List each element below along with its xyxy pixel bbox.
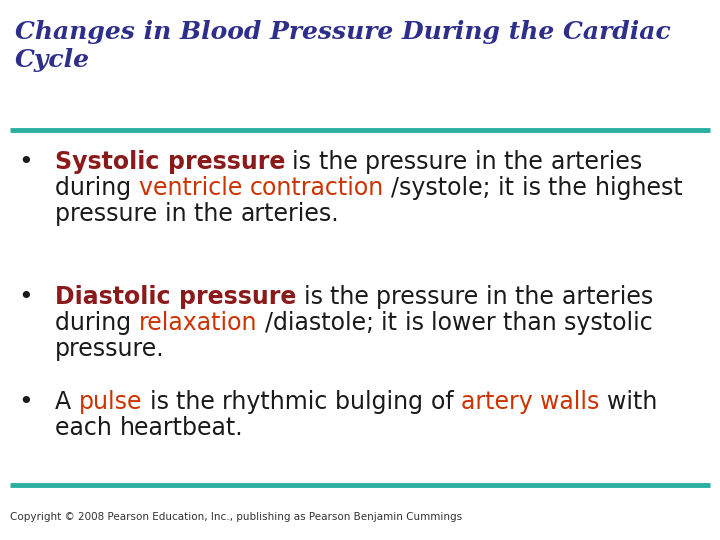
Text: arteries: arteries [551, 150, 649, 174]
Text: during: during [55, 311, 139, 335]
Text: Cycle: Cycle [15, 48, 90, 72]
Text: each: each [55, 416, 120, 440]
Text: lower: lower [431, 311, 503, 335]
Text: walls: walls [541, 390, 600, 414]
Text: the: the [516, 285, 562, 309]
Text: the: the [330, 285, 377, 309]
Text: highest: highest [595, 176, 690, 200]
Text: is: is [150, 390, 176, 414]
Text: pressure: pressure [168, 150, 285, 174]
Text: relaxation: relaxation [139, 311, 257, 335]
Text: the: the [176, 390, 222, 414]
Text: it: it [498, 176, 522, 200]
Text: is: is [405, 311, 431, 335]
Text: heartbeat.: heartbeat. [120, 416, 243, 440]
Text: arteries.: arteries. [240, 202, 339, 226]
Text: rhythmic: rhythmic [222, 390, 336, 414]
Text: in: in [475, 150, 504, 174]
Text: is: is [304, 285, 330, 309]
Text: pulse: pulse [78, 390, 142, 414]
Text: •: • [18, 390, 32, 414]
Text: systolic: systolic [564, 311, 661, 335]
Text: pressure: pressure [377, 285, 486, 309]
Text: pressure.: pressure. [55, 337, 165, 361]
Text: /systole;: /systole; [391, 176, 498, 200]
Text: the: the [548, 176, 595, 200]
Text: •: • [18, 150, 32, 174]
Text: is: is [522, 176, 548, 200]
Text: ventricle: ventricle [139, 176, 250, 200]
Text: Systolic: Systolic [55, 150, 168, 174]
Text: in: in [165, 202, 194, 226]
Text: the: the [194, 202, 240, 226]
Text: Copyright © 2008 Pearson Education, Inc., publishing as Pearson Benjamin Cumming: Copyright © 2008 Pearson Education, Inc.… [10, 512, 462, 522]
Text: is: is [292, 150, 319, 174]
Text: it: it [381, 311, 405, 335]
Text: with: with [607, 390, 665, 414]
Text: of: of [431, 390, 461, 414]
Text: in: in [486, 285, 516, 309]
Text: /diastole;: /diastole; [265, 311, 381, 335]
Text: Diastolic: Diastolic [55, 285, 179, 309]
Text: •: • [18, 285, 32, 309]
Text: A: A [55, 390, 78, 414]
Text: pressure: pressure [365, 150, 475, 174]
Text: pressure: pressure [55, 202, 165, 226]
Text: pressure: pressure [179, 285, 296, 309]
Text: bulging: bulging [336, 390, 431, 414]
Text: artery: artery [461, 390, 541, 414]
Text: during: during [55, 176, 139, 200]
Text: contraction: contraction [250, 176, 384, 200]
Text: the: the [319, 150, 365, 174]
Text: Changes in Blood Pressure During the Cardiac: Changes in Blood Pressure During the Car… [15, 20, 671, 44]
Text: arteries: arteries [562, 285, 660, 309]
Text: the: the [504, 150, 551, 174]
Text: than: than [503, 311, 564, 335]
